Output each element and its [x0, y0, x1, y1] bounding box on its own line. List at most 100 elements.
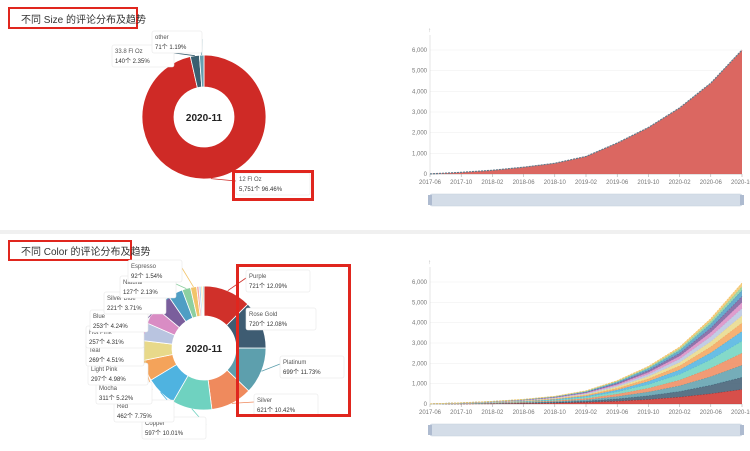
slice-label-box: [151, 30, 203, 54]
x-tick-label: 2018-02: [481, 180, 504, 186]
x-tick-label: 2018-06: [513, 180, 536, 186]
x-tick-label: 2018-10: [544, 180, 567, 186]
slice-label-box: [279, 355, 345, 379]
slice-name: Hot Pink: [89, 330, 113, 336]
slice-name: Espresso: [131, 264, 157, 270]
y-tick-label: 2,000: [412, 131, 428, 137]
slice-value: 311个 5.22%: [99, 395, 134, 402]
label-leader-line: [261, 363, 281, 372]
x-tick-label: 2020-02: [669, 410, 692, 416]
area-series: [430, 50, 742, 174]
stacked-area-series-0: [430, 389, 742, 404]
slice-name: 33.8 Fl Oz: [115, 49, 143, 55]
size-donut-chart: 2020-11 12 Fl Oz 5,751个 96.46% 33.8 Fl Oz 14…: [111, 30, 311, 196]
y-tick-label: 3,000: [412, 341, 428, 347]
slice-value: 597个 10.01%: [145, 430, 184, 437]
donut-center-label: 2020-11: [186, 113, 223, 124]
slice-label-box: [245, 269, 311, 293]
x-tick-label: 2019-02: [575, 410, 598, 416]
color-section-title: 不同 Color 的评论分布及趋势: [21, 247, 151, 258]
slice-value: 221个 3.71%: [107, 305, 142, 312]
y-tick-label: 4,000: [412, 89, 428, 95]
slice-name: Blue: [93, 314, 106, 320]
pie-slice-other: [198, 54, 205, 88]
color-section-header: 不同 Color 的评论分布及趋势: [8, 240, 150, 261]
slice-label: 12 Fl Oz 5,751个 96.46%: [235, 172, 311, 196]
slice-value: 257个 4.31%: [89, 339, 124, 346]
x-tick-label: 2018-10: [544, 410, 567, 416]
x-tick-label: 2019-06: [606, 410, 629, 416]
slice-name: Copper: [145, 421, 165, 427]
y-tick-label: 4,000: [412, 321, 428, 327]
slice-name: Silver: [257, 398, 272, 404]
x-tick-label: 2019-02: [575, 180, 598, 186]
slice-value: 140个 2.35%: [115, 58, 150, 65]
donut-center-label: 2020-11: [186, 344, 223, 355]
slice-value: 621个 10.42%: [257, 407, 296, 414]
slice-value: 699个 11.73%: [283, 369, 321, 376]
slice-value: 5,751个 96.46%: [239, 186, 283, 193]
x-tick-label: 2019-10: [637, 180, 660, 186]
label-leader-line: [175, 283, 187, 289]
y-tick-label: 5,000: [412, 300, 428, 306]
zoom-slider-handle-left: [428, 195, 432, 205]
x-tick-label: 2020-10: [731, 410, 750, 416]
slice-value: 92个 1.54%: [131, 273, 163, 280]
color-panel: 不同 Color 的评论分布及趋势 2020-11 Purple 721个 12.0…: [0, 234, 750, 451]
y-tick-label: 6,000: [412, 280, 428, 286]
y-tick-label: 5,000: [412, 69, 428, 75]
zoom-slider-handle-left: [428, 425, 432, 435]
y-tick-label: 6,000: [412, 48, 428, 54]
slice-label-box: [127, 259, 183, 283]
y-tick-label: 1,000: [412, 382, 428, 388]
y-tick-label: 0: [424, 402, 428, 408]
pie-slice-12-fl-oz: [141, 54, 267, 180]
size-section-header: 不同 Size 的评论分布及趋势: [8, 7, 146, 29]
size-highlight-box: [232, 170, 314, 201]
slice-name: other: [155, 35, 169, 41]
slice-label: other 71个 1.19%: [151, 30, 203, 54]
label-leader-line: [231, 401, 255, 404]
color-trend-chart: 0 1,000 2,000 3,000 4,000 5,000 6,000 ↑ 2017-06 2…: [412, 260, 750, 437]
y-tick-label: 1,000: [412, 151, 428, 157]
slice-name: Light Pink: [91, 367, 118, 373]
x-tick-label: 2017-06: [419, 180, 442, 186]
slice-value: 462个 7.75%: [117, 413, 152, 420]
x-tick-label: 2019-06: [606, 180, 629, 186]
slice-value: 127个 2.13%: [123, 289, 158, 296]
slice-label: Purple 721个 12.09%: [245, 269, 311, 293]
slice-label: Espresso 92个 1.54%: [127, 259, 183, 283]
slice-value: 720个 12.08%: [249, 321, 288, 328]
stacked-area-series-1: [430, 377, 742, 404]
zoom-slider-track: [429, 193, 743, 207]
x-tick-label: 2018-02: [481, 410, 504, 416]
stacked-area-line-13: [429, 282, 743, 405]
slice-value: 269个 4.51%: [89, 357, 124, 364]
slice-label-box: [245, 307, 317, 331]
slice-name: Silver Blue: [107, 296, 136, 302]
size-section-title: 不同 Size 的评论分布及趋势: [21, 14, 147, 26]
pie-slice-minor-17: [202, 285, 205, 317]
slice-name: Red: [117, 404, 128, 410]
y-axis-arrow-icon: ↑: [428, 28, 431, 34]
size-panel: 不同 Size 的评论分布及趋势 2020-11 12 Fl Oz 5,751个 9…: [0, 0, 750, 230]
slice-name: Rose Gold: [249, 312, 277, 318]
slice-value: 297个 4.98%: [91, 376, 126, 383]
slice-name: Natural: [123, 280, 142, 286]
x-tick-label: 2017-10: [450, 410, 473, 416]
slice-name: Teal: [89, 348, 100, 354]
size-trend-chart: 0 1,000 2,000 3,000 4,000 5,000 6,000 ↑ 2017-06 2…: [412, 28, 750, 207]
slice-value: 253个 4.24%: [93, 323, 128, 330]
x-tick-label: 2020-10: [731, 180, 750, 186]
slice-value: 721个 12.09%: [249, 283, 288, 290]
x-tick-label: 2020-06: [700, 180, 723, 186]
zoom-slider-handle-right: [740, 425, 744, 435]
color-highlight-box: [236, 264, 351, 417]
slice-label: Mocha 311个 5.22%: [95, 381, 153, 405]
x-tick-label: 2020-06: [700, 410, 723, 416]
label-leader-line: [210, 178, 237, 182]
y-tick-label: 2,000: [412, 361, 428, 367]
label-leader-line: [173, 52, 195, 57]
slice-label: Light Pink 297个 4.98%: [87, 362, 149, 386]
slice-label: Rose Gold 720个 12.08%: [245, 307, 317, 331]
